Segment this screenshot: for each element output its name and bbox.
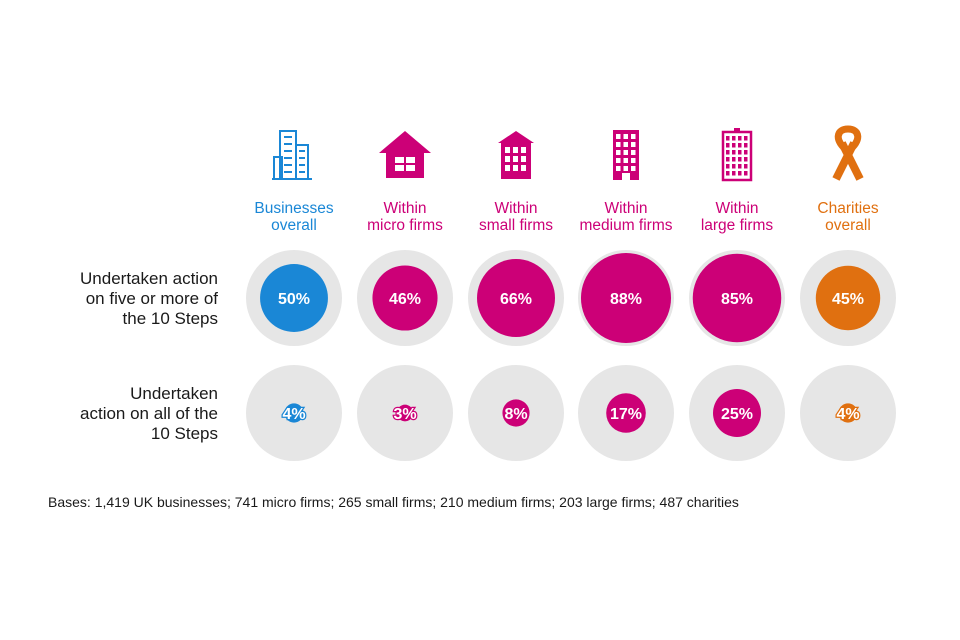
bubble [372,265,438,331]
bubble [477,259,555,337]
bubble [260,264,328,332]
bubble [713,389,761,437]
value-label: 17% [610,406,642,423]
value-label: 46% [389,291,421,308]
column-label: overall [271,217,317,234]
value-label: 85% [721,291,753,308]
bubble [580,252,672,344]
value-label: 25% [721,406,753,423]
row-label: the 10 Steps [123,309,218,328]
value-label: 45% [832,291,864,308]
column-label: Within [383,200,426,217]
bubble [396,404,414,422]
house-icon [379,131,431,178]
column-label: Within [715,200,758,217]
column-label: large firms [701,217,774,234]
bubble [815,265,881,331]
column-label: Within [494,200,537,217]
office-buildings-icon [272,130,312,180]
value-label: 66% [500,291,532,308]
ribbon-icon [832,125,864,181]
column-label: micro firms [367,217,443,234]
bases-note: Bases: 1,419 UK businesses; 741 micro fi… [48,494,739,510]
column-label: small firms [479,217,553,234]
column-label: overall [825,217,871,234]
value-label: 4% [836,406,859,423]
small-building-icon [498,131,534,179]
value-label: 88% [610,291,642,308]
column-label: Within [604,200,647,217]
medium-building-icon [613,130,639,180]
large-building-icon [721,128,753,182]
column-label: Businesses [254,200,334,217]
bubble [838,403,858,423]
value-label: 50% [278,291,310,308]
row-label: 10 Steps [151,424,218,443]
bubble [284,403,304,423]
bubble [606,393,646,433]
row-label: Undertaken [130,384,218,403]
row-label: on five or more of [86,289,219,308]
value-label: 4% [282,406,305,423]
column-label: Charities [817,200,878,217]
row-label: Undertaken action [80,269,218,288]
bubble [502,399,530,427]
row-label: action on all of the [80,404,218,423]
column-label: medium firms [579,217,672,234]
value-label: 8% [504,406,527,423]
value-label: 3% [393,406,416,423]
bubble [692,253,782,343]
